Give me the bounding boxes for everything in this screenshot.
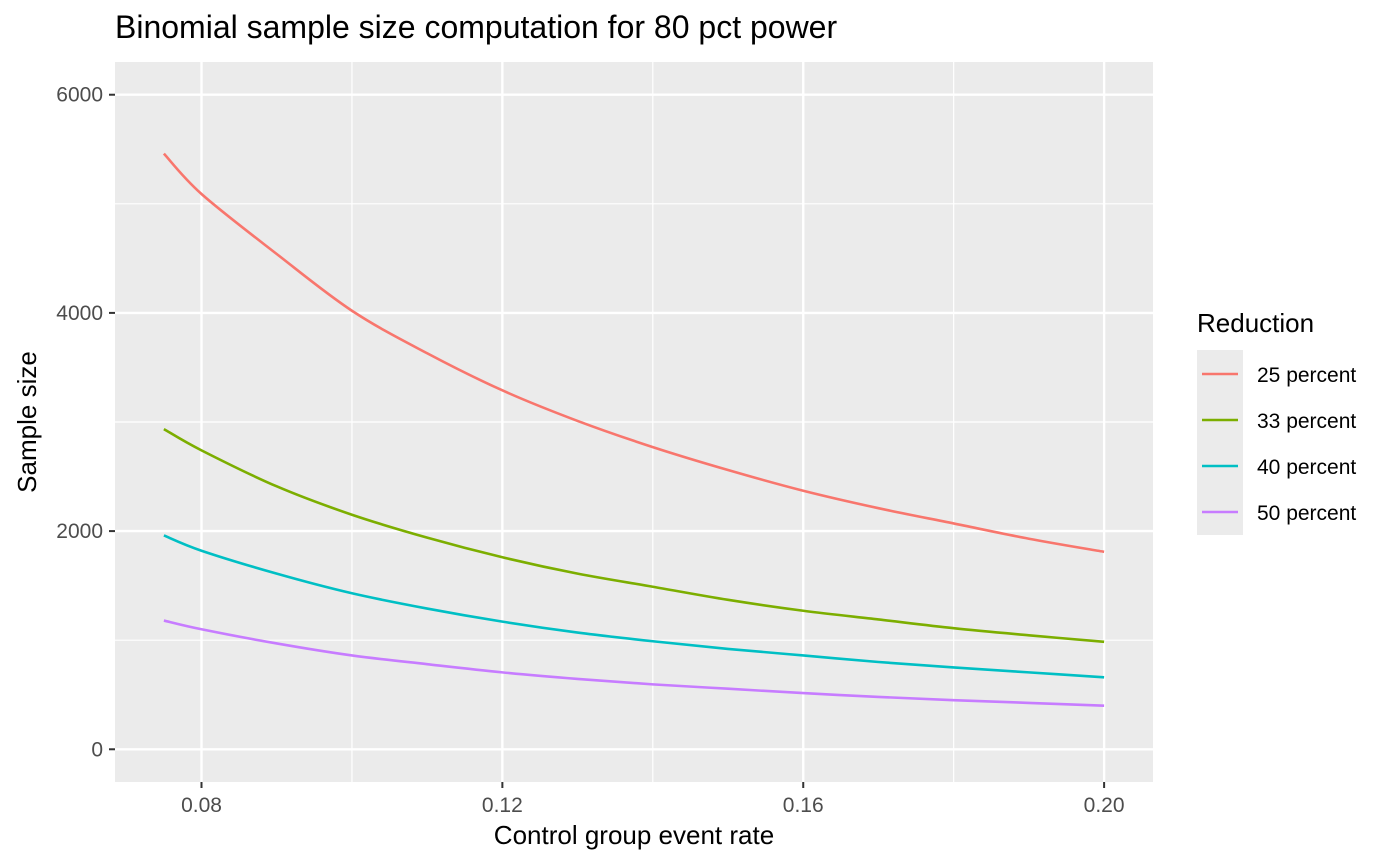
x-tick-label: 0.08: [181, 794, 222, 817]
x-axis: 0.08 0.12 0.16 0.20: [181, 782, 1125, 817]
series-line-33-percent: [163, 427, 1105, 644]
x-axis-title: Control group event rate: [494, 820, 774, 850]
x-tick-label: 0.12: [482, 794, 523, 817]
x-tick-label: 0.20: [1084, 794, 1125, 817]
y-tick-label: 4000: [56, 302, 103, 325]
chart-title: Binomial sample size computation for 80 …: [115, 9, 837, 45]
y-tick-label: 2000: [56, 520, 103, 543]
series-lines: [162, 152, 1105, 707]
legend-label-33-percent: 33 percent: [1257, 410, 1356, 433]
legend-title: Reduction: [1197, 308, 1314, 338]
legend-label-25-percent: 25 percent: [1257, 364, 1356, 387]
legend: Reduction 25 percent 33 percent 40 percent…: [1197, 308, 1356, 535]
x-tick-label: 0.16: [783, 794, 824, 817]
legend-label-40-percent: 40 percent: [1257, 456, 1356, 479]
legend-key-background: [1197, 350, 1243, 535]
series-line-40-percent: [163, 534, 1105, 679]
legend-items: 25 percent 33 percent 40 percent 50 percent: [1202, 364, 1356, 525]
series-line-50-percent: [163, 619, 1105, 707]
y-axis-title: Sample size: [12, 351, 42, 493]
y-tick-label: 0: [91, 738, 103, 761]
legend-label-50-percent: 50 percent: [1257, 502, 1356, 525]
grid-major: [115, 62, 1153, 782]
y-axis: 0 2000 4000 6000: [56, 84, 115, 761]
y-tick-label: 6000: [56, 84, 103, 107]
series-line-25-percent: [162, 152, 1105, 554]
